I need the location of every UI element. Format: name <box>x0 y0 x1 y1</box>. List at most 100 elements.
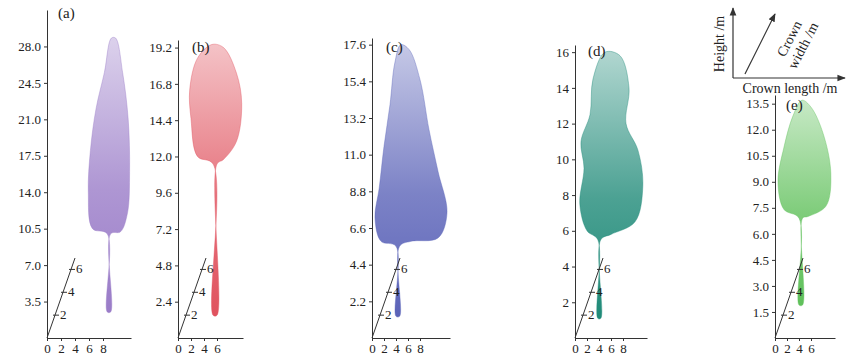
height-axis-tick: 14 <box>556 81 575 96</box>
length-axis-tick: 2 <box>784 338 791 356</box>
height-axis-tick-mark <box>772 286 775 287</box>
height-axis-line <box>178 41 179 339</box>
height-axis-tick: 3.5 <box>25 294 47 309</box>
length-axis-tick: 6 <box>808 338 815 356</box>
height-axis: 2.44.87.29.612.014.416.819.2 <box>149 40 178 338</box>
height-axis-tick-mark <box>572 52 575 53</box>
height-axis-tick: 8 <box>563 188 576 203</box>
width-axis-tick-mark <box>61 292 67 293</box>
length-axis-tick-label: 4 <box>201 341 208 356</box>
tree-point-cloud <box>778 100 831 306</box>
length-axis-tick-label: 4 <box>596 341 603 356</box>
length-axis-tick-label: 2 <box>58 341 65 356</box>
height-axis-tick-label: 7.0 <box>25 258 41 273</box>
length-axis: 0246 <box>175 338 243 356</box>
length-axis: 02468 <box>369 338 450 356</box>
length-axis-tick-label: 2 <box>584 341 591 356</box>
width-axis-tick-mark <box>394 269 400 270</box>
height-axis-tick: 4.8 <box>156 258 178 273</box>
width-axis-tick-label: 6 <box>401 261 408 276</box>
plot-area <box>189 44 241 316</box>
length-axis-tick: 4 <box>796 338 803 356</box>
height-axis-tick: 17.6 <box>343 37 372 52</box>
height-axis-tick: 24.5 <box>18 76 47 91</box>
height-axis-line <box>775 96 776 339</box>
tree-point-cloud <box>189 44 241 316</box>
tree-point-cloud <box>375 45 447 318</box>
height-axis-tick: 21.0 <box>18 112 47 127</box>
height-axis-tick: 16.8 <box>149 77 178 92</box>
width-axis-tick-label: 6 <box>804 261 811 276</box>
length-axis-tick: 2 <box>381 338 388 356</box>
width-axis-tick-mark <box>53 315 59 316</box>
length-axis-tick: 6 <box>405 338 412 356</box>
length-axis-tick-label: 6 <box>405 341 412 356</box>
length-axis-tick: 8 <box>417 338 424 356</box>
height-axis-tick-mark <box>572 88 575 89</box>
height-axis-tick-label: 16.8 <box>149 77 172 92</box>
length-axis-tick: 8 <box>620 338 627 356</box>
height-axis-tick-mark <box>44 46 47 47</box>
height-axis-tick-label: 12.0 <box>149 149 172 164</box>
length-axis-tick-label: 2 <box>381 341 388 356</box>
height-axis-tick-label: 4.8 <box>156 258 172 273</box>
panel: 24681012141602468246(d) <box>556 43 648 356</box>
length-axis-tick: 4 <box>201 338 208 356</box>
height-axis-tick-mark <box>369 118 372 119</box>
length-axis: 02468 <box>572 338 647 356</box>
key-arrow <box>745 14 775 74</box>
width-axis-tick-mark <box>797 269 803 270</box>
height-axis-tick-mark <box>369 265 372 266</box>
height-axis-tick-mark <box>772 208 775 209</box>
length-axis-tick: 0 <box>175 338 182 356</box>
height-axis-tick-label: 7.5 <box>753 200 769 215</box>
height-axis-tick: 6 <box>563 223 576 238</box>
length-axis-tick: 4 <box>72 338 79 356</box>
width-axis-tick-label: 4 <box>393 284 400 299</box>
height-axis-tick: 12.0 <box>746 122 775 137</box>
key-arrow <box>733 77 845 78</box>
height-axis-tick-mark <box>175 265 178 266</box>
height-axis-tick-label: 10.5 <box>746 148 769 163</box>
width-axis-tick-label: 2 <box>385 307 392 322</box>
height-axis-tick-mark <box>175 302 178 303</box>
tree-point-cloud <box>580 51 643 319</box>
height-axis-line <box>47 11 48 339</box>
height-axis-tick: 10.5 <box>746 148 775 163</box>
width-axis-tick-label: 6 <box>604 261 611 276</box>
width-axis-tick-mark <box>781 315 787 316</box>
height-axis-tick: 19.2 <box>149 40 178 55</box>
height-axis-tick: 16 <box>556 45 575 60</box>
width-axis-tick-mark <box>581 315 587 316</box>
height-axis-tick: 2.2 <box>350 294 372 309</box>
width-axis-tick-mark <box>789 292 795 293</box>
plot-area <box>580 51 643 319</box>
length-axis-tick: 6 <box>214 338 221 356</box>
height-axis-tick-label: 8 <box>563 188 570 203</box>
height-axis-tick-mark <box>44 83 47 84</box>
height-axis-tick-label: 24.5 <box>18 76 41 91</box>
height-axis-tick: 3.0 <box>753 279 775 294</box>
length-axis-tick-label: 6 <box>608 341 615 356</box>
height-axis-tick: 1.5 <box>753 305 775 320</box>
height-axis-tick-label: 3.0 <box>753 279 769 294</box>
height-axis-tick-mark <box>772 234 775 235</box>
width-axis-tick-label: 2 <box>788 307 795 322</box>
length-axis-tick-label: 4 <box>796 341 803 356</box>
height-axis-tick-mark <box>175 84 178 85</box>
height-axis: 246810121416 <box>556 45 576 339</box>
height-axis-tick-mark <box>772 156 775 157</box>
height-axis-line <box>575 46 576 339</box>
plot-area <box>375 45 447 318</box>
length-axis-tick: 4 <box>596 338 603 356</box>
length-axis-tick: 0 <box>44 338 51 356</box>
length-axis: 02468 <box>44 338 131 356</box>
width-axis: 246 <box>178 258 214 338</box>
height-axis-tick-label: 2.2 <box>350 294 366 309</box>
height-axis-tick-label: 2.4 <box>156 294 173 309</box>
height-axis: 1.53.04.56.07.59.010.512.013.5 <box>746 96 775 339</box>
length-axis-tick-label: 8 <box>417 341 424 356</box>
width-axis-tick-mark <box>378 315 384 316</box>
height-axis-tick-mark <box>175 193 178 194</box>
length-axis-tick: 6 <box>86 338 93 356</box>
